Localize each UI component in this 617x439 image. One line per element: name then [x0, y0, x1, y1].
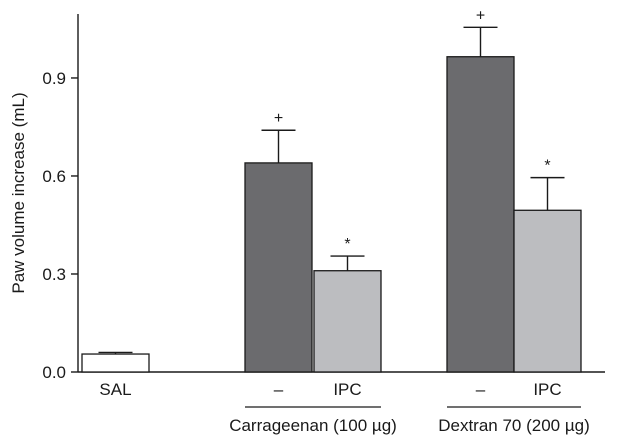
- group-label: Dextran 70 (200 µg): [438, 416, 590, 435]
- bar: [313, 270, 382, 373]
- category-label: –: [274, 380, 284, 399]
- significance-marker: +: [476, 7, 485, 24]
- category-label: IPC: [533, 380, 561, 399]
- y-tick-label: 0.0: [42, 363, 66, 382]
- y-tick-label: 0.9: [42, 69, 66, 88]
- bar: [244, 162, 313, 373]
- group-labels: Carrageenan (100 µg) Dextran 70 (200 µg): [229, 406, 590, 435]
- y-tick-label: 0.6: [42, 167, 66, 186]
- bar: [81, 353, 150, 373]
- category-label: IPC: [333, 380, 361, 399]
- y-axis-title: Paw volume increase (mL): [9, 92, 28, 293]
- significance-marker: *: [344, 236, 350, 253]
- category-label: SAL: [99, 380, 131, 399]
- category-labels: SAL – IPC – IPC: [99, 380, 561, 399]
- significance-marker: *: [544, 158, 550, 175]
- significance-marker: +: [274, 110, 283, 127]
- bar: [446, 56, 515, 373]
- bars: + * + *: [81, 7, 582, 373]
- group-label: Carrageenan (100 µg): [229, 416, 397, 435]
- bar: [513, 209, 582, 373]
- y-ticks: 0.0 0.3 0.6 0.9: [42, 69, 78, 382]
- category-label: –: [476, 380, 486, 399]
- y-tick-label: 0.3: [42, 265, 66, 284]
